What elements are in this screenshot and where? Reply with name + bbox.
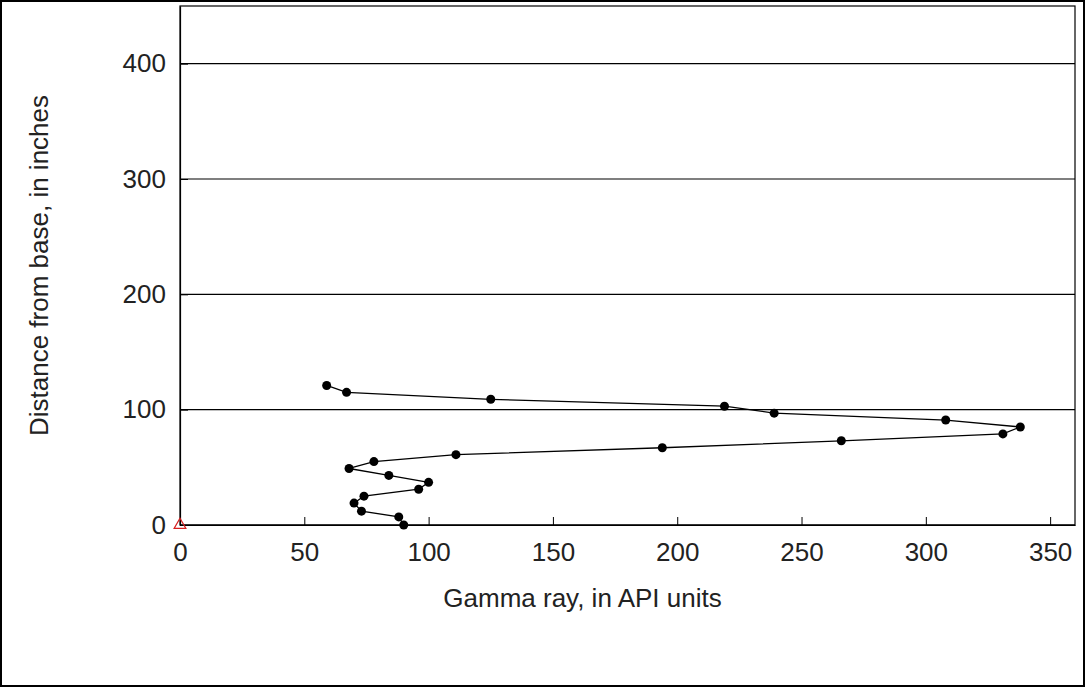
point (941, 416, 950, 425)
y-axis: 0 100 200 300 400 (123, 7, 188, 540)
tick-mark (180, 294, 188, 295)
tick-label: 0 (152, 510, 166, 540)
point (322, 381, 331, 390)
tick: 100 (123, 394, 188, 424)
tick-mark (304, 517, 305, 525)
tick-mark (1050, 517, 1051, 525)
tick-label: 300 (905, 537, 948, 567)
point (369, 457, 378, 466)
point (394, 512, 403, 521)
point (720, 402, 729, 411)
grid-line (180, 294, 1075, 295)
tick-mark (180, 64, 188, 65)
chart: 0 50 100 150 200 250 300 350 0 100 200 300 400 Gamma … (0, 0, 1085, 687)
tick: 400 (123, 48, 188, 78)
point (384, 471, 393, 480)
y-axis-title: Distance from base, in inches (24, 95, 54, 436)
tick-label: 50 (290, 537, 319, 567)
x-axis-title: Gamma ray, in API units (443, 583, 721, 613)
tick-label: 300 (123, 164, 166, 194)
grid-line (180, 178, 1075, 179)
tick-label: 350 (1029, 537, 1072, 567)
plot-frame (180, 6, 1075, 525)
tick-label: 250 (780, 537, 823, 567)
tick-label: 400 (123, 48, 166, 78)
tick-mark (802, 517, 803, 525)
point (998, 429, 1007, 438)
point (658, 443, 667, 452)
tick-mark (677, 517, 678, 525)
point (345, 464, 354, 473)
point (770, 409, 779, 418)
tick-mark (429, 517, 430, 525)
point (357, 507, 366, 516)
point (424, 478, 433, 487)
tick: 200 (123, 279, 188, 309)
point (486, 395, 495, 404)
tick-mark (180, 410, 188, 411)
marks (174, 381, 1025, 530)
point (359, 492, 368, 501)
tick-mark (180, 179, 188, 180)
point (837, 436, 846, 445)
point (174, 518, 186, 528)
figure-border (1, 1, 1084, 686)
plot: 0 50 100 150 200 250 300 350 0 100 200 300 400 (123, 6, 1076, 567)
tick-label: 100 (123, 394, 166, 424)
point (1016, 422, 1025, 431)
grid-line (180, 63, 1075, 64)
tick-mark (926, 517, 927, 525)
point (414, 485, 423, 494)
tick-label: 100 (407, 537, 450, 567)
point (350, 499, 359, 508)
tick-label: 0 (173, 537, 187, 567)
tick-mark (553, 517, 554, 525)
tick: 300 (123, 164, 188, 194)
tick-label: 200 (656, 537, 699, 567)
point (451, 450, 460, 459)
point (342, 388, 351, 397)
tick-label: 200 (123, 279, 166, 309)
tick-label: 150 (532, 537, 575, 567)
line (327, 385, 1021, 525)
grid-line (180, 409, 1075, 410)
point (399, 521, 408, 530)
